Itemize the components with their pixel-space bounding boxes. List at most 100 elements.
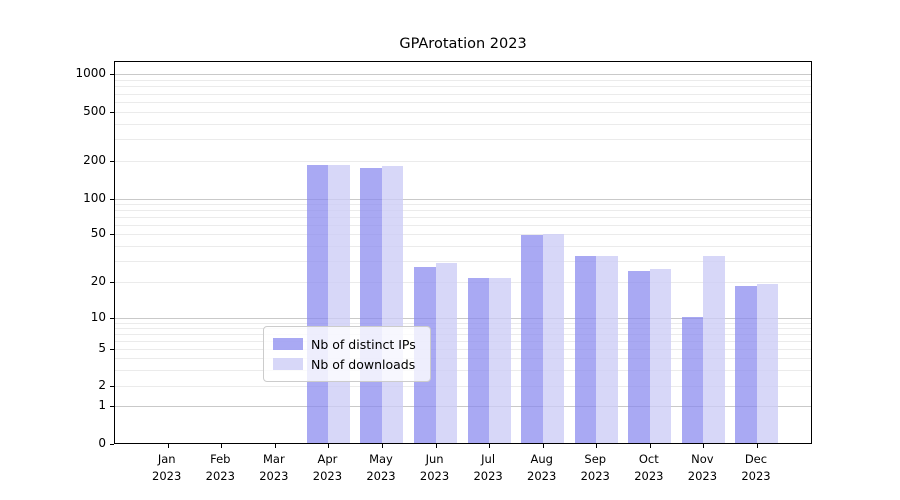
x-tick-label-aug: Aug 2023 [527, 452, 557, 483]
y-tick-mark [110, 406, 114, 407]
x-tick-label-sep: Sep 2023 [580, 452, 610, 483]
gridline-minor [115, 349, 811, 350]
chart-title: GPArotation 2023 [399, 36, 527, 52]
y-tick-label-2: 2 [98, 378, 106, 392]
y-tick-label-0: 0 [98, 436, 106, 450]
y-tick-mark [110, 349, 114, 350]
x-tick-mark [542, 444, 544, 448]
bar-apr-downloads [328, 164, 350, 443]
legend-label-downloads: Nb of downloads [311, 356, 416, 372]
gridline-minor [115, 93, 811, 95]
x-tick-mark [381, 444, 383, 448]
gridline-minor [115, 79, 811, 81]
gridline-minor [115, 260, 811, 262]
gridline-minor [115, 161, 811, 162]
y-tick-label-5: 5 [98, 341, 106, 355]
gridline-minor [115, 340, 811, 342]
bar-may-downloads [381, 166, 404, 443]
gridline-minor [115, 204, 811, 206]
gridline-minor [115, 210, 811, 212]
legend-swatch-distinct-ips [273, 338, 303, 350]
x-tick-label-jun: Jun 2023 [419, 452, 450, 483]
x-tick-label-apr: Apr 2023 [312, 452, 343, 483]
y-tick-mark [110, 112, 114, 113]
x-tick-mark [489, 444, 491, 448]
gridline-minor [115, 322, 811, 324]
x-tick-mark [328, 444, 330, 448]
bar-nov-distinct-ips [681, 317, 704, 443]
x-tick-label-may: May 2023 [366, 452, 396, 483]
x-tick-label-feb: Feb 2023 [205, 452, 235, 483]
y-tick-mark [110, 386, 114, 387]
legend-row-distinct-ips: Nb of distinct IPs [273, 334, 421, 354]
x-tick-label-mar: Mar 2023 [259, 452, 289, 483]
bar-apr-distinct-ips [306, 164, 329, 443]
bar-oct-downloads [649, 269, 672, 443]
y-tick-mark [110, 444, 114, 445]
legend-swatch-downloads [273, 358, 303, 370]
gridline-major [115, 199, 811, 200]
bar-jul-downloads [489, 278, 511, 443]
x-tick-label-dec: Dec 2023 [741, 452, 771, 483]
x-tick-mark [167, 444, 169, 448]
gridline-major [115, 406, 811, 407]
gridline-minor [115, 386, 811, 387]
y-tick-mark [110, 161, 114, 162]
gridline-minor [115, 224, 811, 226]
gridline-minor [115, 234, 811, 235]
x-tick-label-jul: Jul 2023 [473, 452, 503, 483]
y-tick-mark [110, 199, 114, 200]
bar-sep-downloads [596, 256, 618, 443]
y-tick-label-200: 200 [83, 153, 106, 167]
bar-nov-downloads [703, 256, 725, 443]
gridline-major [115, 74, 811, 75]
gridline-minor [115, 139, 811, 141]
bar-oct-distinct-ips [628, 271, 650, 443]
bar-jun-downloads [435, 263, 458, 443]
x-tick-label-nov: Nov 2023 [687, 452, 718, 483]
y-tick-label-20: 20 [90, 274, 106, 288]
x-tick-mark [274, 444, 276, 448]
bar-sep-distinct-ips [574, 256, 597, 443]
gridline-minor [115, 327, 811, 329]
legend-row-downloads: Nb of downloads [273, 354, 421, 374]
x-tick-mark [703, 444, 705, 448]
gridline-minor [115, 102, 811, 103]
y-tick-mark [110, 318, 114, 319]
gridline-minor [115, 245, 811, 247]
x-tick-mark [221, 444, 223, 448]
gridline-minor [115, 333, 811, 335]
gridline-minor [115, 86, 811, 88]
gridline-minor [115, 358, 811, 359]
y-tick-label-10: 10 [90, 310, 106, 324]
bar-aug-downloads [542, 234, 565, 443]
bar-may-distinct-ips [360, 168, 382, 443]
y-tick-label-100: 100 [83, 191, 106, 205]
x-tick-mark [596, 444, 598, 448]
y-tick-label-1000: 1000 [75, 66, 106, 80]
legend-label-distinct-ips: Nb of distinct IPs [311, 336, 416, 352]
y-tick-mark [110, 234, 114, 235]
y-tick-mark [110, 74, 114, 75]
y-tick-mark [110, 282, 114, 283]
gridline-major [115, 318, 811, 319]
x-tick-label-jan: Jan 2023 [152, 452, 182, 483]
y-tick-label-500: 500 [83, 104, 106, 118]
x-tick-mark [649, 444, 651, 448]
x-tick-mark [435, 444, 437, 448]
plot-area [110, 61, 812, 448]
gridline-minor [115, 282, 811, 283]
y-tick-label-1: 1 [98, 398, 106, 412]
bar-aug-distinct-ips [521, 235, 543, 443]
x-tick-label-oct: Oct 2023 [634, 452, 664, 483]
bar-dec-downloads [756, 283, 779, 443]
gridline-minor [115, 217, 811, 218]
y-tick-label-50: 50 [90, 226, 106, 240]
bar-dec-distinct-ips [735, 286, 757, 443]
gridline-minor [115, 369, 811, 371]
gridline-minor [115, 112, 811, 113]
x-tick-mark [756, 444, 758, 448]
legend: Nb of distinct IPs Nb of downloads [263, 326, 431, 382]
bar-jul-distinct-ips [467, 278, 490, 443]
